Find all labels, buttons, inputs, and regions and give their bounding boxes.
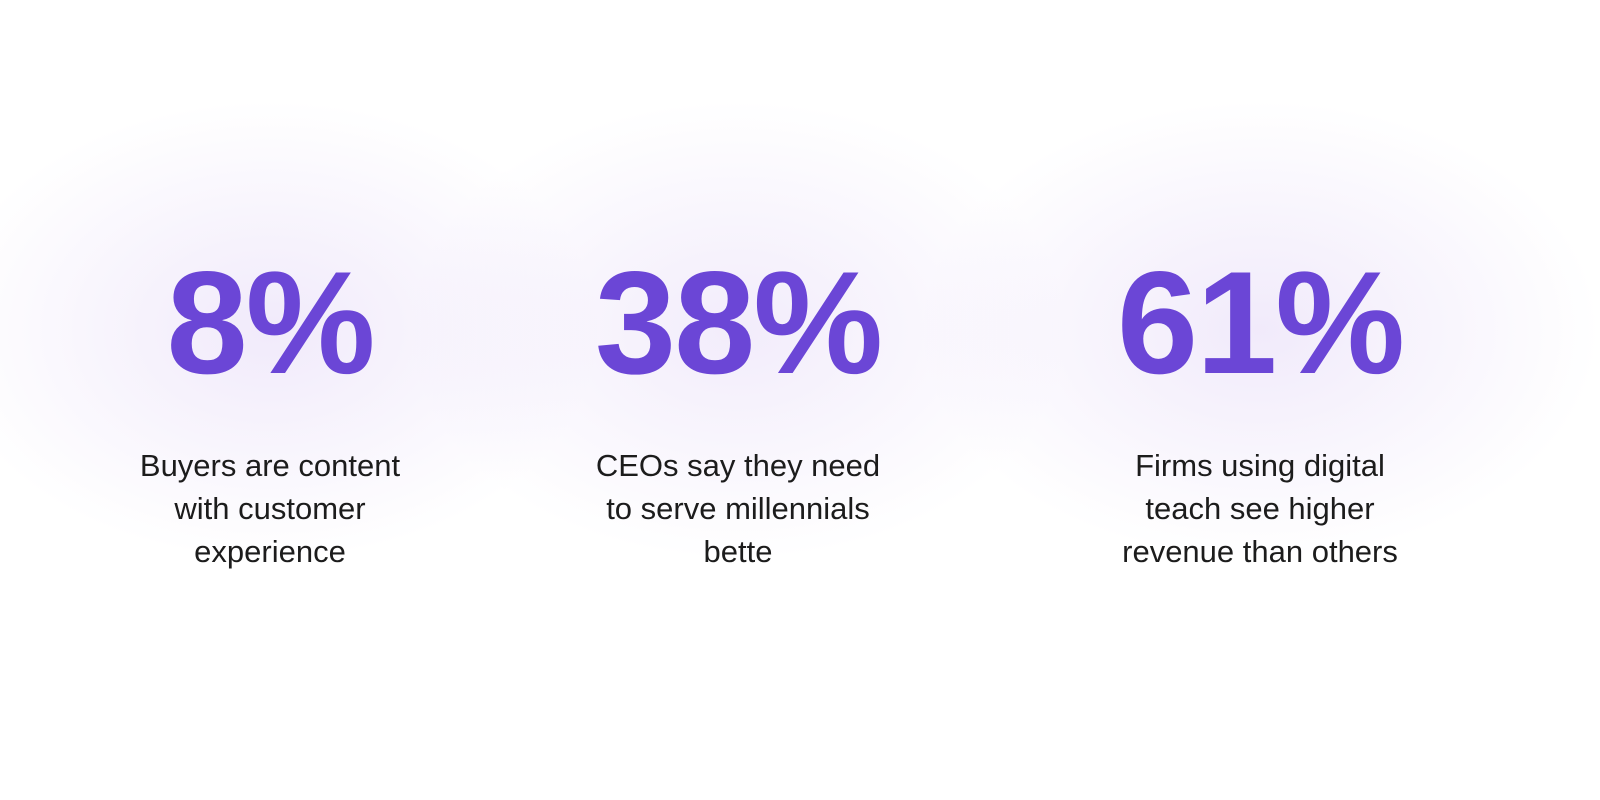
stat-description: Firms using digital teach see higher reven… <box>1030 444 1490 573</box>
description-line: Buyers are content <box>139 448 401 483</box>
stat-value: 38% <box>594 241 883 404</box>
description-line: Firms using digital <box>1135 448 1385 483</box>
description-line: bette <box>703 534 773 569</box>
stat-value: 61% <box>1116 241 1405 404</box>
description-line: CEOs say they need <box>595 448 881 483</box>
stat-description: Buyers are content with customer experienc… <box>40 444 500 573</box>
stat-card: 8% Buyers are content with customer experie… <box>40 250 500 573</box>
description-line: with customer <box>174 491 366 526</box>
stat-card: 61% Firms using digital teach see higher re… <box>1030 250 1490 573</box>
description-line: to serve millennials <box>606 491 870 526</box>
description-line: teach see higher <box>1145 491 1375 526</box>
description-line: revenue than others <box>1122 534 1398 569</box>
stat-description: CEOs say they need to serve millennials be… <box>508 444 968 573</box>
description-line: experience <box>194 534 346 569</box>
stat-value: 8% <box>166 241 375 404</box>
stat-card: 38% CEOs say they need to serve millennial… <box>508 250 968 573</box>
